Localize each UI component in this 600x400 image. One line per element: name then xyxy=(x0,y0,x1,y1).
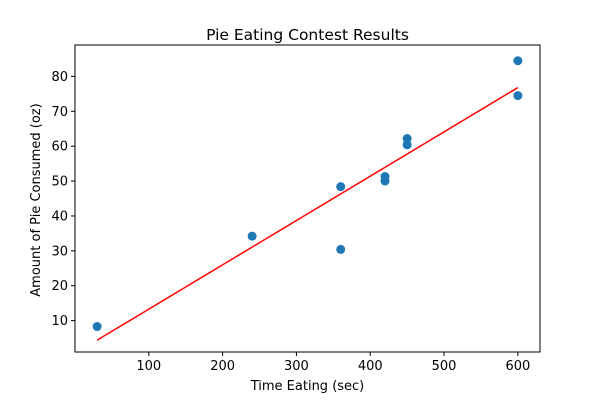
y-tick-label: 70 xyxy=(51,105,68,120)
y-tick-label: 40 xyxy=(51,209,68,224)
plot-area xyxy=(74,44,541,353)
x-tick-label: 400 xyxy=(358,359,383,374)
x-tick-label: 600 xyxy=(505,359,530,374)
data-point xyxy=(402,133,412,143)
y-tick-label: 20 xyxy=(51,279,68,294)
data-point xyxy=(380,176,390,186)
x-tick-label: 100 xyxy=(136,359,161,374)
x-tick-label: 200 xyxy=(210,359,235,374)
y-tick-label: 80 xyxy=(51,70,68,85)
data-point xyxy=(402,140,412,150)
y-axis: 10 20 30 40 50 60 70 80 xyxy=(51,70,75,329)
y-tick-label: 30 xyxy=(51,244,68,259)
data-point xyxy=(513,56,523,66)
y-tick-label: 10 xyxy=(51,314,68,329)
y-tick-label: 50 xyxy=(51,175,68,190)
x-tick-label: 500 xyxy=(432,359,457,374)
data-point xyxy=(92,322,102,332)
x-axis-label: Time Eating (sec) xyxy=(250,379,365,394)
x-tick-label: 300 xyxy=(284,359,309,374)
x-axis: 100 200 300 400 500 600 xyxy=(136,352,530,374)
plot-frame xyxy=(74,44,541,353)
chart-title: Pie Eating Contest Results xyxy=(206,26,409,44)
y-axis-label: Amount of Pie Consumed (oz) xyxy=(29,103,44,296)
data-point xyxy=(336,182,346,192)
fit-line xyxy=(96,86,519,341)
y-tick-label: 60 xyxy=(51,140,68,155)
data-point xyxy=(336,244,346,254)
data-point xyxy=(513,91,523,101)
data-point xyxy=(247,231,257,241)
